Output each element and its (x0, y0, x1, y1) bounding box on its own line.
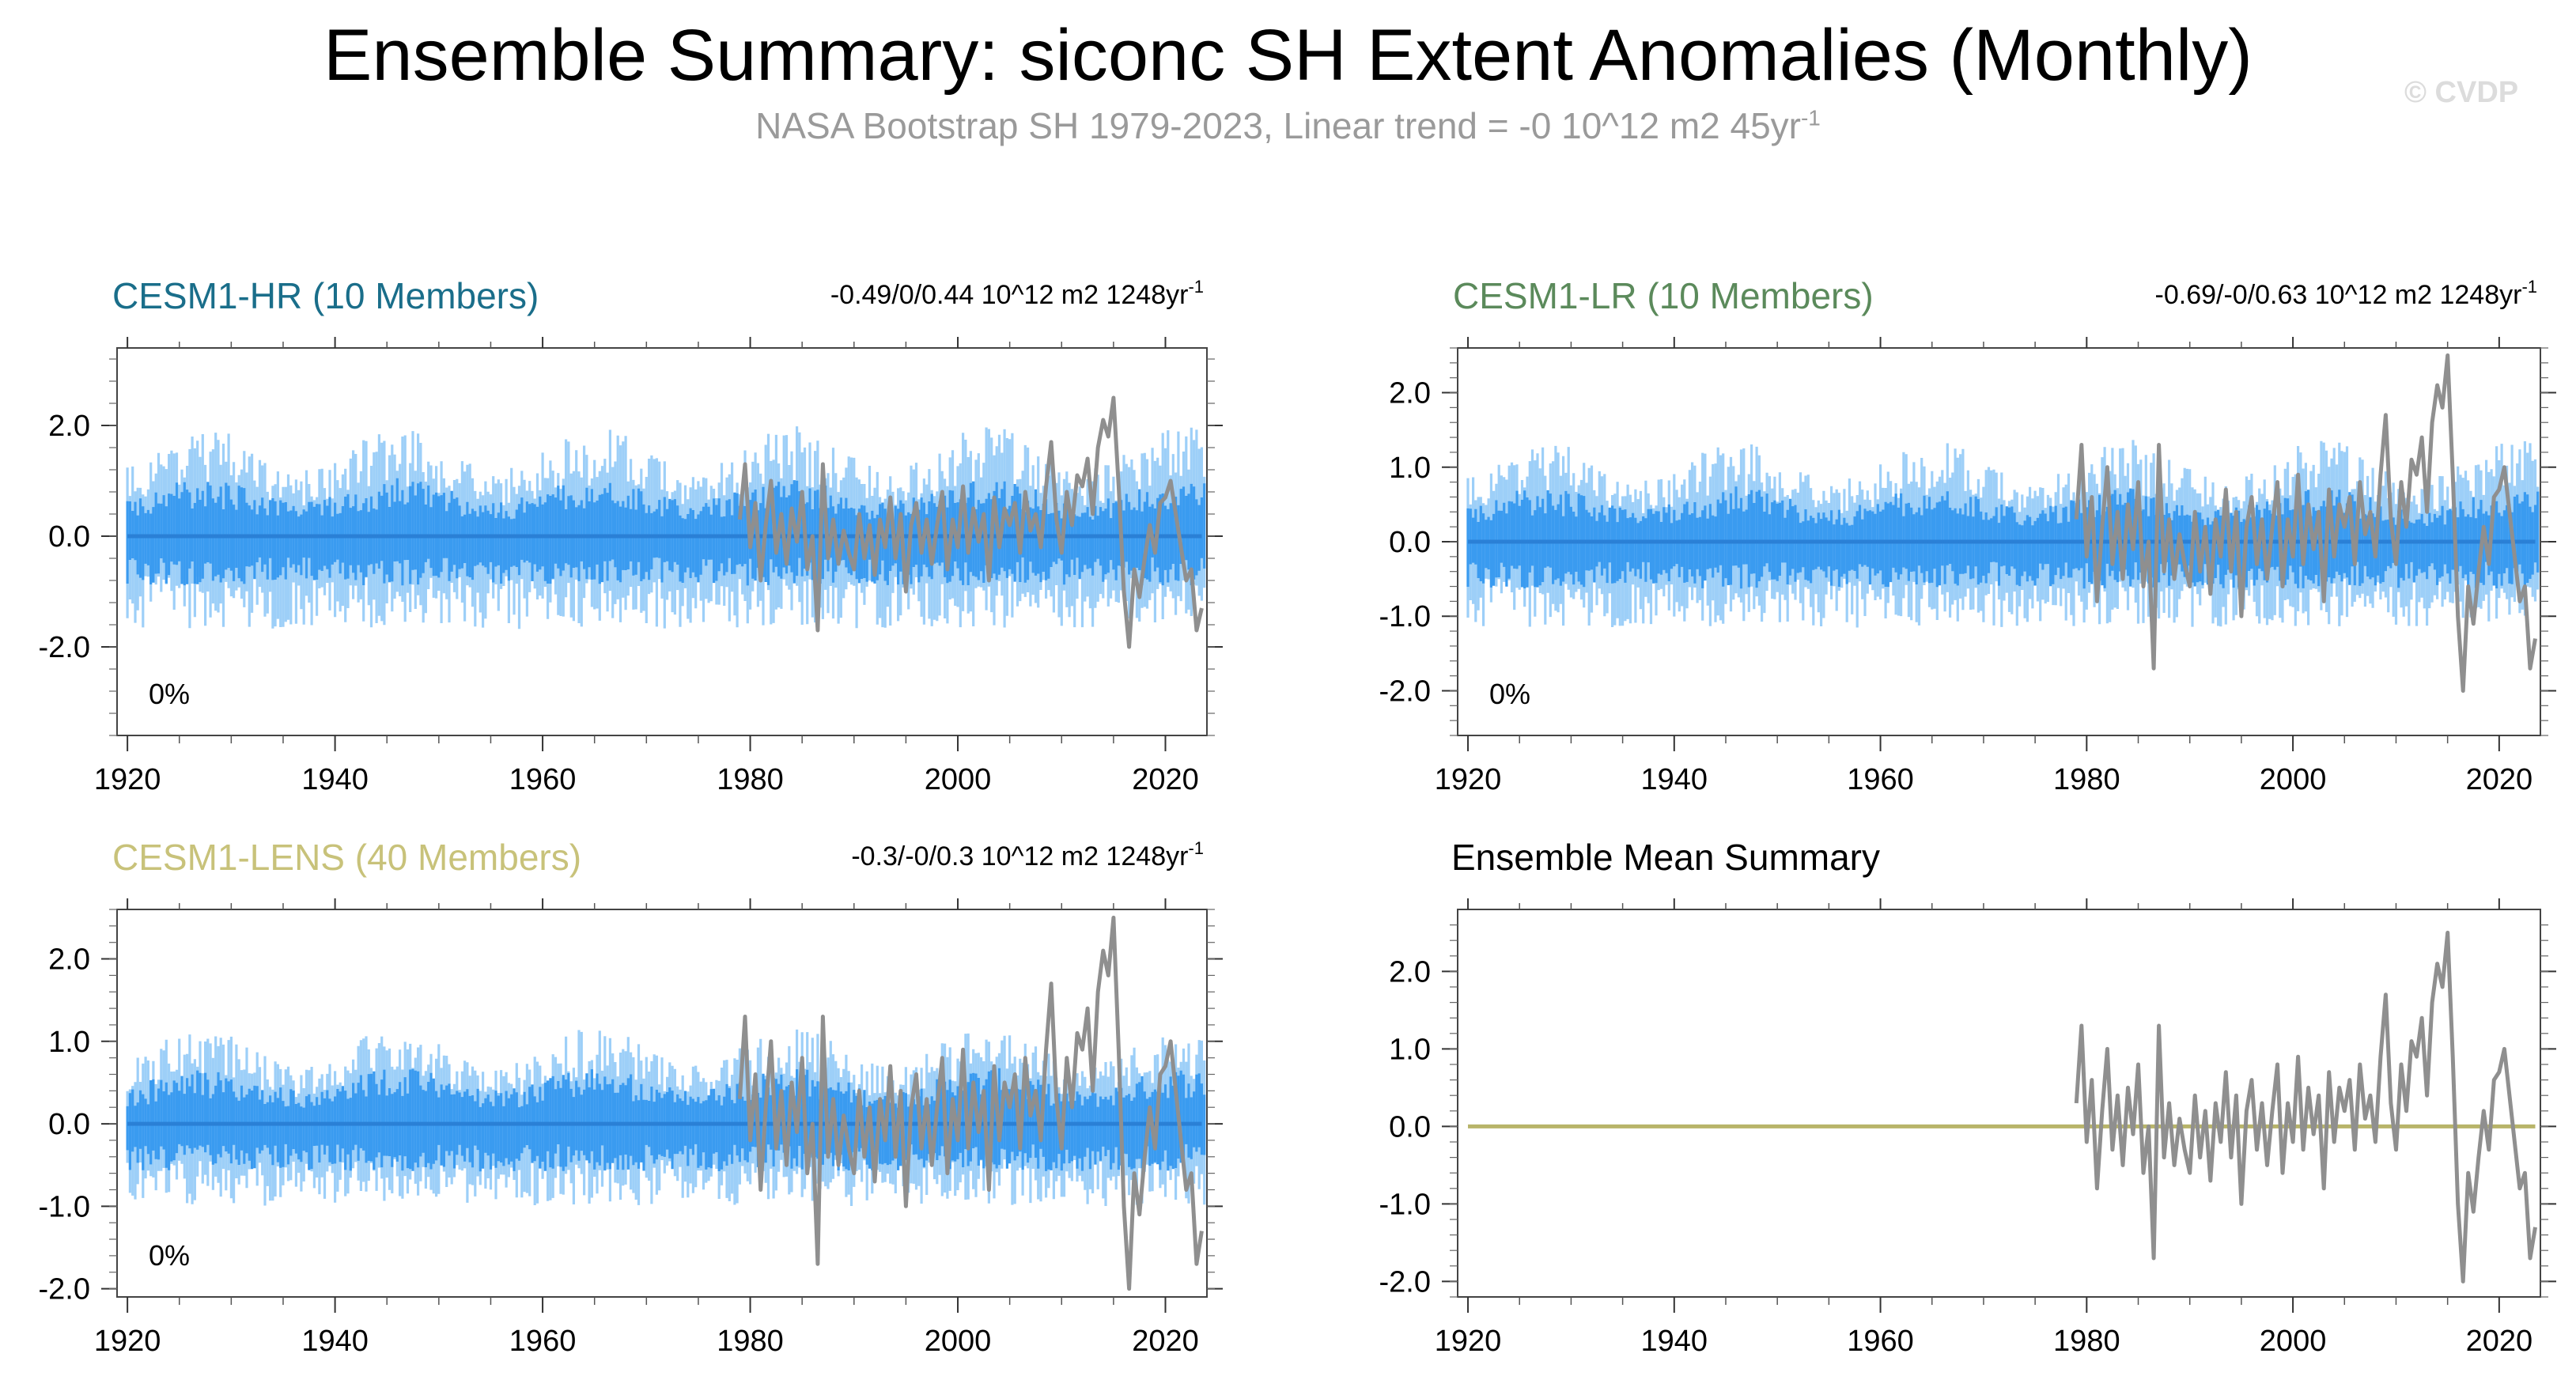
panel-mean: 1920 1940 1960 1980 2000 2020 2.0 1.0 0.0 -1.0 -2.… (1379, 837, 2556, 1358)
y-tick-label: 0.0 (1389, 526, 1431, 559)
x-tick-label: 2000 (2260, 763, 2327, 796)
series-obs-line (737, 915, 1204, 1291)
y-tick-label: 2.0 (48, 943, 90, 977)
page-title: Ensemble Summary: siconc SH Extent Anoma… (323, 15, 2253, 96)
y-tick-label: -2.0 (39, 1273, 90, 1306)
x-tick-label: 2020 (1132, 1325, 1199, 1358)
y-tick-label: 2.0 (48, 410, 90, 443)
x-tick-label: 2000 (2260, 1325, 2327, 1358)
plot-frame (1457, 909, 2541, 1298)
y-tick-label: 2.0 (1389, 955, 1431, 989)
y-tick-label: 1.0 (48, 1026, 90, 1059)
x-tick-label: 1920 (94, 763, 161, 796)
y-tick-label: -2.0 (1379, 1265, 1431, 1299)
y-tick-label: -1.0 (1379, 1188, 1431, 1221)
panel-trend-exponent: -1 (1188, 838, 1204, 858)
x-tick-label: 2020 (1132, 763, 1199, 796)
panel-lens-data (126, 915, 1206, 1291)
panel-title: CESM1-HR (10 Members) (112, 275, 539, 316)
panel-trend-exponent: -1 (1188, 277, 1204, 297)
x-tick-label: 1960 (509, 1325, 577, 1358)
panel-trend-label: -0.3/-0/0.3 10^12 m2 1248yr-1 (851, 838, 1204, 871)
x-tick-label: 1980 (717, 763, 784, 796)
y-tick-label: 1.0 (1389, 452, 1431, 485)
panel-title: Ensemble Mean Summary (1451, 837, 1880, 878)
percent-label: 0% (1489, 678, 1530, 710)
plot-frame (116, 909, 1208, 1298)
x-tick-label: 2020 (2466, 763, 2533, 796)
x-tick-label: 1940 (1641, 1325, 1708, 1358)
x-tick-label: 1940 (1641, 763, 1708, 796)
y-tick-label: 1.0 (1389, 1033, 1431, 1066)
y-tick-label: -1.0 (39, 1190, 90, 1223)
x-tick-label: 1920 (94, 1325, 161, 1358)
series-obs-line (2074, 930, 2537, 1283)
x-tick-label: 1940 (301, 1325, 369, 1358)
panel-hr-data (126, 395, 1206, 649)
y-tick-label: 0.0 (48, 1108, 90, 1141)
x-tick-label: 2020 (2466, 1325, 2533, 1358)
x-tick-label: 1940 (301, 763, 369, 796)
y-tick-label: 0.0 (48, 520, 90, 554)
x-tick-label: 2000 (925, 763, 992, 796)
y-tick-label: -2.0 (1379, 675, 1431, 708)
panel-trend-label: -0.69/-0/0.63 10^12 m2 1248yr-1 (2155, 277, 2537, 310)
x-tick-label: 1960 (1847, 1325, 1914, 1358)
x-tick-label: 1920 (1435, 763, 1502, 796)
x-tick-label: 1920 (1435, 1325, 1502, 1358)
panel-trend-label: -0.49/0/0.44 10^12 m2 1248yr-1 (830, 277, 1204, 310)
subtitle-text: NASA Bootstrap SH 1979-2023, Linear tren… (755, 105, 1801, 146)
x-tick-label: 1980 (2053, 1325, 2120, 1358)
panel-trend-exponent: -1 (2521, 277, 2537, 297)
x-tick-label: 1980 (717, 1325, 784, 1358)
panel-mean-data (1468, 930, 2537, 1283)
y-tick-label: -2.0 (39, 631, 90, 664)
percent-label: 0% (149, 678, 190, 710)
subtitle: NASA Bootstrap SH 1979-2023, Linear tren… (0, 104, 2576, 147)
x-tick-label: 1980 (2053, 763, 2120, 796)
x-tick-label: 2000 (925, 1325, 992, 1358)
y-tick-label: -1.0 (1379, 600, 1431, 633)
plot-frame (116, 347, 1208, 736)
panel-lr: 1920 1940 1960 1980 2000 2020 2.0 1.0 0.0 -1.0 -2.… (1379, 275, 2556, 796)
subtitle-exponent: -1 (1800, 105, 1821, 130)
y-tick-label: 2.0 (1389, 377, 1431, 410)
panel-title: CESM1-LENS (40 Members) (112, 837, 581, 878)
percent-label: 0% (149, 1239, 190, 1272)
series-obs-line (2074, 353, 2537, 693)
panel-lr-data (1466, 353, 2540, 693)
x-tick-label: 1960 (509, 763, 577, 796)
panel-title: CESM1-LR (10 Members) (1453, 275, 1874, 316)
watermark: © CVDP (2404, 76, 2519, 109)
panel-hr: 1920 1940 1960 1980 2000 2020 2.0 0.0 -2.0 CESM1-… (39, 275, 1223, 796)
series-obs-line (737, 395, 1204, 649)
y-tick-label: 0.0 (1389, 1110, 1431, 1144)
x-tick-label: 1960 (1847, 763, 1914, 796)
panel-lens: 1920 1940 1960 1980 2000 2020 2.0 1.0 0.0 -1.0 -2.… (39, 837, 1223, 1358)
